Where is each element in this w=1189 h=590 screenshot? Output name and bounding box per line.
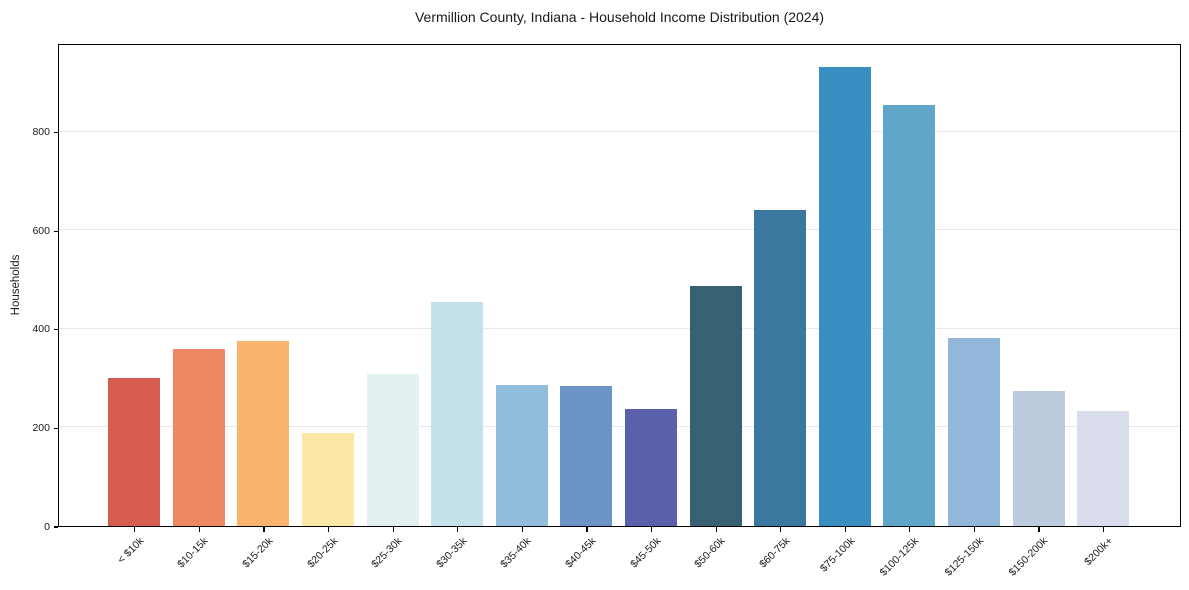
x-tick-mark: [1103, 527, 1105, 532]
x-tick-mark: [973, 527, 976, 532]
x-tick-label: $125-150k: [942, 535, 986, 579]
bar-100-125k: [883, 105, 936, 526]
x-tick-mark: [392, 527, 394, 532]
x-tick-label: $20-25k: [304, 535, 341, 571]
bar-40-45k: [560, 386, 613, 526]
y-tick-label: 800: [32, 126, 50, 139]
gridline: [59, 327, 1180, 329]
y-tick-label: 600: [32, 224, 50, 237]
bar-45-50k: [625, 408, 678, 526]
x-tick-mark: [715, 527, 717, 532]
x-tick-mark: [457, 527, 459, 532]
gridline: [59, 229, 1180, 231]
y-tick-mark: [54, 427, 58, 430]
x-tick-label: $100-125k: [877, 535, 922, 579]
x-tick-mark: [780, 527, 782, 532]
x-tick-mark: [327, 527, 330, 532]
x-tick-label: $10-15k: [175, 535, 211, 571]
x-tick-label: $60-75k: [756, 535, 793, 571]
y-tick-label: 0: [44, 520, 50, 533]
bar-10k: [108, 378, 161, 526]
bar-200k: [1077, 411, 1130, 526]
bar-125-150k: [947, 338, 1000, 526]
y-tick-mark: [54, 132, 58, 134]
x-tick-label: $15-20k: [240, 535, 276, 571]
bar-35-40k: [495, 385, 548, 526]
y-tick-mark: [54, 329, 58, 331]
x-tick-label: $35-40k: [498, 535, 534, 571]
x-tick-label: $50-60k: [692, 535, 728, 571]
x-tick-mark: [586, 527, 588, 532]
x-tick-label: $30-35k: [433, 535, 470, 571]
gridline: [59, 130, 1180, 132]
bar-60-75k: [754, 210, 807, 526]
x-tick-mark: [650, 527, 653, 532]
bar-30-35k: [431, 302, 484, 526]
bar-150-200k: [1012, 390, 1065, 526]
y-axis-label: Households: [10, 254, 22, 316]
bar-50-60k: [689, 285, 742, 526]
x-tick-mark: [521, 527, 523, 532]
bar-25-30k: [366, 374, 419, 526]
bar-15-20k: [237, 341, 290, 526]
x-tick-label: $75-100k: [817, 535, 857, 575]
y-tick-mark: [54, 230, 58, 232]
plot-area: [58, 44, 1181, 527]
x-tick-label: $150-200k: [1006, 535, 1051, 579]
y-tick-mark: [54, 526, 58, 528]
x-tick-label: < $10k: [115, 535, 147, 566]
bar-75-100k: [818, 67, 871, 526]
x-tick-label: $25-30k: [369, 535, 405, 571]
x-tick-mark: [198, 527, 200, 532]
x-tick-label: $200k+: [1082, 535, 1116, 569]
x-tick-mark: [909, 527, 911, 532]
x-tick-label: $45-50k: [627, 535, 664, 571]
chart-title: Vermillion County, Indiana - Household I…: [414, 9, 825, 25]
x-tick-mark: [1038, 527, 1040, 532]
y-tick-label: 200: [32, 421, 50, 434]
gridline: [59, 426, 1180, 428]
bar-10-15k: [172, 349, 225, 526]
x-tick-mark: [263, 527, 265, 532]
x-tick-label: $40-45k: [563, 535, 599, 571]
y-tick-label: 400: [32, 323, 50, 336]
x-tick-mark: [844, 527, 846, 532]
bar-20-25k: [302, 432, 355, 526]
x-tick-mark: [134, 527, 136, 532]
